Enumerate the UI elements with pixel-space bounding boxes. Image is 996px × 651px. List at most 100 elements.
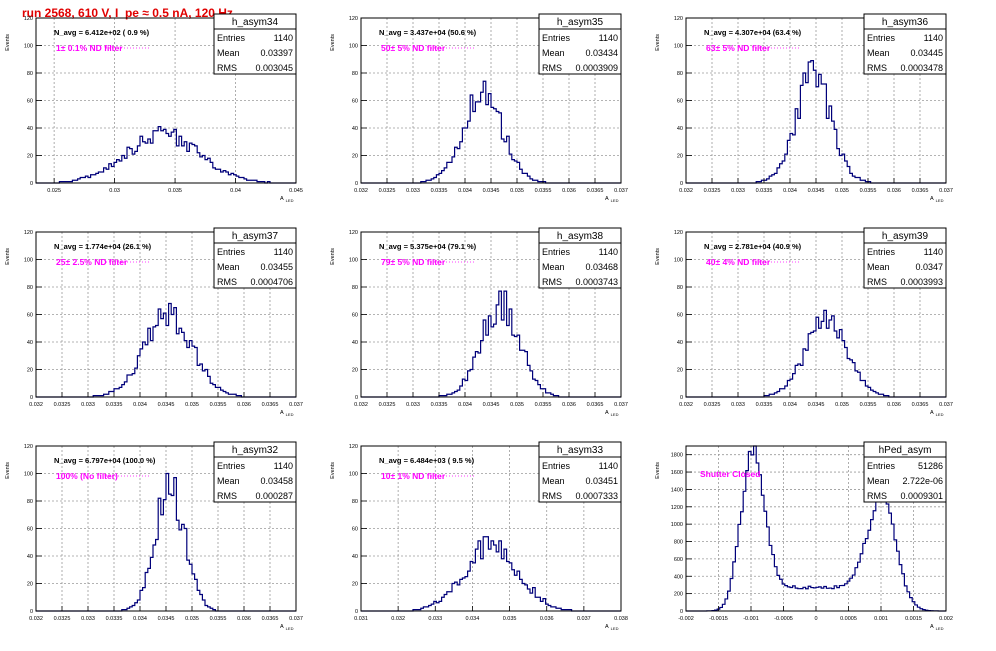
y-tick-label: 60: [352, 527, 358, 533]
x-axis-title: A LED: [930, 624, 944, 631]
stat-label-mean: Mean: [867, 48, 890, 58]
x-tick-label: 0.0325: [54, 402, 71, 408]
x-axis-title: A LED: [605, 624, 619, 631]
x-tick-label: 0.036: [237, 402, 251, 408]
stat-label-rms: RMS: [542, 491, 562, 501]
histogram-name: h_asym37: [232, 231, 279, 242]
x-tick-label: 0.033: [406, 402, 420, 408]
stat-value-rms: 0.003045: [255, 63, 293, 73]
x-tick-label: 0.036: [887, 188, 901, 194]
x-tick-label: 0.0365: [587, 188, 604, 194]
x-tick-label: 0.0335: [106, 616, 123, 622]
y-tick-label: 1000: [671, 522, 683, 528]
navg-label: N_avg = 5.375e+04 (79.1 %): [379, 242, 477, 251]
y-tick-label: 40: [677, 126, 683, 132]
run-title: run 2568, 610 V, I_pe ≈ 0.5 nA, 120 Hz: [22, 6, 233, 20]
navg-label: N_avg = 4.307e+04 (63.4 %): [704, 28, 802, 37]
x-tick-label: 0.002: [939, 616, 953, 622]
x-tick-label: 0.033: [406, 188, 420, 194]
y-tick-label: 0: [680, 395, 683, 401]
stat-label-entries: Entries: [217, 461, 246, 471]
y-tick-label: 0: [30, 609, 33, 615]
filter-annotation: 79± 5% ND filter: [381, 257, 446, 267]
x-axis-title-main: A: [930, 196, 934, 202]
y-tick-label: 40: [352, 126, 358, 132]
x-tick-label: 0.0355: [210, 402, 227, 408]
y-tick-label: 20: [27, 368, 33, 374]
x-tick-label: 0.045: [289, 188, 303, 194]
stat-value-entries: 1140: [924, 33, 943, 43]
stat-label-mean: Mean: [217, 262, 240, 272]
x-tick-label: 0.035: [835, 402, 849, 408]
x-tick-label: 0.034: [783, 188, 797, 194]
x-tick-label: 0.0355: [860, 188, 877, 194]
histogram-panel: 0.032 0.0325 0.033 0.0335 0.034 0.0345 0.035 0.…: [330, 227, 628, 417]
x-tick-label: 0.001: [874, 616, 888, 622]
y-tick-label: 0: [30, 395, 33, 401]
stats-box: [538, 227, 622, 289]
y-tick-label: 100: [24, 258, 33, 264]
x-tick-label: 0.034: [783, 402, 797, 408]
x-axis-title: A LED: [930, 410, 944, 417]
stat-value-rms: 0.0009301: [900, 491, 943, 501]
stat-value-entries: 1140: [274, 247, 293, 257]
y-axis-title: Events: [330, 34, 336, 51]
x-tick-label: 0.0325: [704, 188, 721, 194]
y-tick-label: 60: [677, 313, 683, 319]
x-axis-title-sub: LED: [611, 412, 619, 417]
histogram-line: [36, 126, 296, 184]
y-tick-label: 100: [349, 258, 358, 264]
x-tick-label: 0.033: [428, 616, 442, 622]
stat-label-entries: Entries: [542, 461, 571, 471]
histogram-line: [686, 60, 946, 184]
histogram-panel: 0.032 0.0325 0.033 0.0335 0.034 0.0345 0.035 0.…: [655, 13, 953, 203]
y-axis-title: Events: [330, 248, 336, 265]
y-axis-title: Events: [655, 34, 661, 51]
stat-label-entries: Entries: [542, 247, 571, 257]
histogram-line: [361, 536, 621, 612]
stats-box: [213, 227, 297, 289]
x-axis-title-sub: LED: [286, 626, 294, 631]
y-tick-label: 60: [27, 99, 33, 105]
histogram-name: h_asym35: [557, 17, 604, 28]
stat-label-entries: Entries: [217, 247, 246, 257]
stat-value-mean: 0.03434: [585, 48, 618, 58]
y-tick-label: 0: [680, 609, 683, 615]
x-tick-label: 0.0325: [379, 188, 396, 194]
x-tick-label: 0.034: [458, 402, 472, 408]
y-tick-label: 100: [24, 44, 33, 50]
y-axis-title: Events: [5, 462, 11, 479]
stat-label-rms: RMS: [867, 63, 887, 73]
y-tick-label: 0: [680, 181, 683, 187]
stat-value-mean: 0.0347: [915, 262, 943, 272]
y-tick-label: 20: [352, 154, 358, 160]
x-tick-label: 0.0325: [704, 402, 721, 408]
x-tick-label: 0.033: [81, 402, 95, 408]
stat-value-entries: 1140: [924, 247, 943, 257]
histogram-panel: 0.032 0.0325 0.033 0.0335 0.034 0.0345 0.035 0.…: [5, 227, 303, 417]
y-tick-label: 1800: [671, 453, 683, 459]
stat-value-rms: 0.0007333: [575, 491, 618, 501]
x-tick-label: 0.0335: [431, 188, 448, 194]
y-tick-label: 60: [352, 99, 358, 105]
stats-box: [538, 13, 622, 75]
x-axis-title: A LED: [280, 624, 294, 631]
plot-area: -0.002 -0.0015 -0.001 -0.0005 0 0.0005 0.001 0.…: [655, 441, 953, 631]
y-tick-label: 120: [24, 230, 33, 236]
y-tick-label: 100: [674, 44, 683, 50]
x-tick-label: 0.034: [458, 188, 472, 194]
x-tick-label: 0.036: [237, 616, 251, 622]
y-tick-label: 100: [349, 44, 358, 50]
x-tick-label: 0.036: [887, 402, 901, 408]
y-tick-label: 60: [677, 99, 683, 105]
y-tick-label: 120: [674, 230, 683, 236]
x-axis-title-sub: LED: [286, 412, 294, 417]
x-axis-title-sub: LED: [936, 412, 944, 417]
filter-annotation: 10± 1% ND filter: [381, 471, 446, 481]
x-axis-title: A LED: [280, 196, 294, 203]
histogram-panel: -0.002 -0.0015 -0.001 -0.0005 0 0.0005 0.001 0.…: [655, 441, 953, 631]
stat-label-rms: RMS: [542, 277, 562, 287]
stat-value-mean: 0.03445: [910, 48, 943, 58]
x-tick-label: 0.04: [230, 188, 241, 194]
x-tick-label: 0.0365: [262, 402, 279, 408]
